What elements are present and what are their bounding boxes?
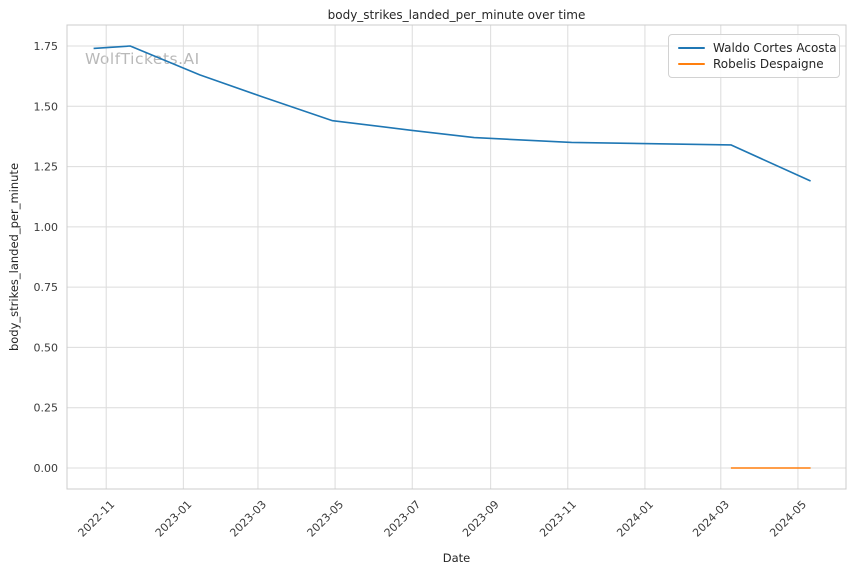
y-tick-label: 0.50 [34,341,59,354]
x-tick-label: 2023-01 [153,498,195,540]
legend-label: Waldo Cortes Acosta [713,41,837,55]
legend-line-swatch [678,63,705,65]
y-tick-label: 1.00 [34,221,59,234]
legend-label: Robelis Despaigne [713,57,824,71]
y-tick-label: 1.50 [34,100,59,113]
x-tick-label: 2023-03 [227,498,269,540]
y-tick-label: 0.75 [34,281,59,294]
x-tick-label: 2024-03 [690,498,732,540]
y-axis-label: body_strikes_landed_per_minute [7,162,21,352]
x-axis-label: Date [442,551,471,565]
legend-line-swatch [678,47,705,49]
y-tick-label: 1.25 [34,161,59,174]
y-tick-label: 1.75 [34,40,59,53]
y-tick-label: 0.00 [34,462,59,475]
x-tick-label: 2023-09 [460,498,502,540]
x-tick-label: 2023-11 [537,498,579,540]
plot-spines [66,24,847,490]
x-tick-label: 2024-05 [767,498,809,540]
legend-item: Waldo Cortes Acosta [678,40,837,56]
x-tick-label: 2024-01 [614,498,656,540]
series-line [93,45,811,182]
x-tick-label: 2022-11 [76,498,118,540]
x-tick-label: 2023-05 [305,498,347,540]
legend-item: Robelis Despaigne [678,56,831,72]
y-tick-label: 0.25 [34,402,59,415]
x-tick-label: 2023-07 [382,498,424,540]
chart-title: body_strikes_landed_per_minute over time [327,8,586,22]
legend: Waldo Cortes Acosta Robelis Despaigne [668,34,840,78]
